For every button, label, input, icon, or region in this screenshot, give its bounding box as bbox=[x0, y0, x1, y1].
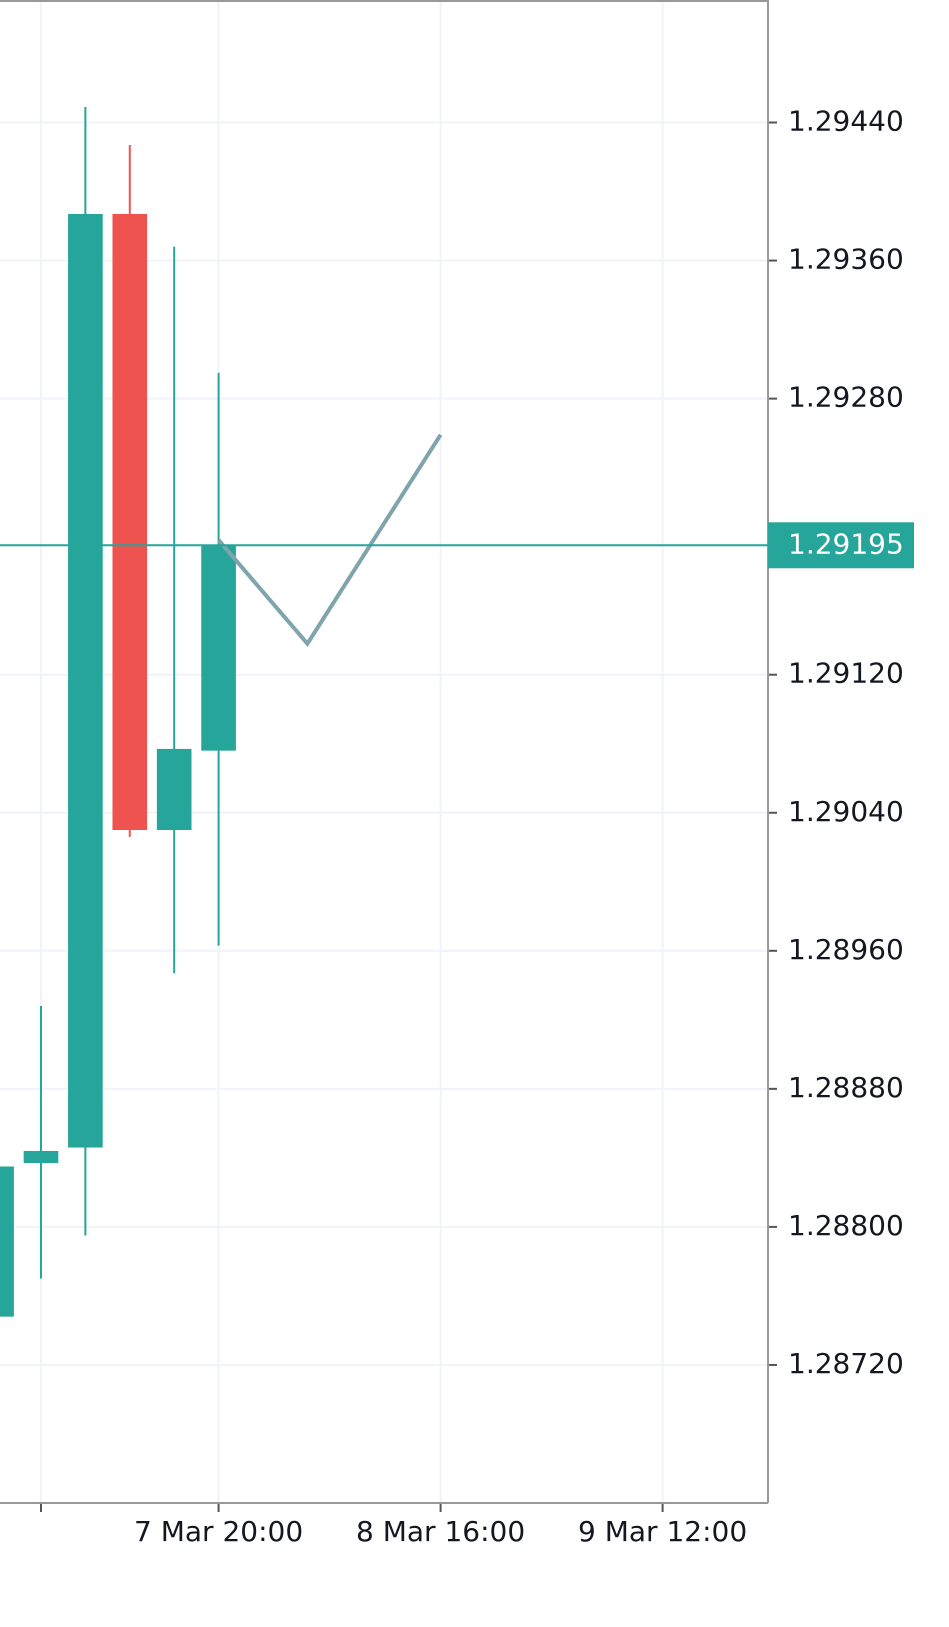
last-price-box bbox=[768, 522, 914, 569]
y-tick-label: 1.29040 bbox=[788, 795, 904, 828]
x-tick-label: 8 Mar 16:00 bbox=[356, 1515, 525, 1548]
y-tick-label: 1.29440 bbox=[788, 105, 904, 138]
last-price-label: 1.29195 bbox=[788, 527, 904, 560]
y-tick-label: 1.29360 bbox=[788, 243, 904, 276]
y-tick-label: 1.28720 bbox=[788, 1347, 904, 1380]
candle-body bbox=[112, 213, 148, 831]
y-tick-label: 1.28800 bbox=[788, 1209, 904, 1242]
overlay-line bbox=[217, 433, 443, 647]
candle-body bbox=[201, 545, 236, 751]
y-tick-label: 1.28960 bbox=[788, 933, 904, 966]
x-tick-label: 9 Mar 12:00 bbox=[578, 1515, 747, 1548]
y-tick-label: 1.29280 bbox=[788, 381, 904, 414]
candle-body bbox=[156, 748, 192, 831]
y-tick-label: 1.29120 bbox=[788, 657, 904, 690]
y-tick-label: 1.28880 bbox=[788, 1071, 904, 1104]
candle-body bbox=[23, 1150, 59, 1164]
candle-body bbox=[0, 1166, 14, 1317]
x-tick-label: 7 Mar 20:00 bbox=[134, 1515, 303, 1548]
candle-body bbox=[68, 213, 103, 1148]
